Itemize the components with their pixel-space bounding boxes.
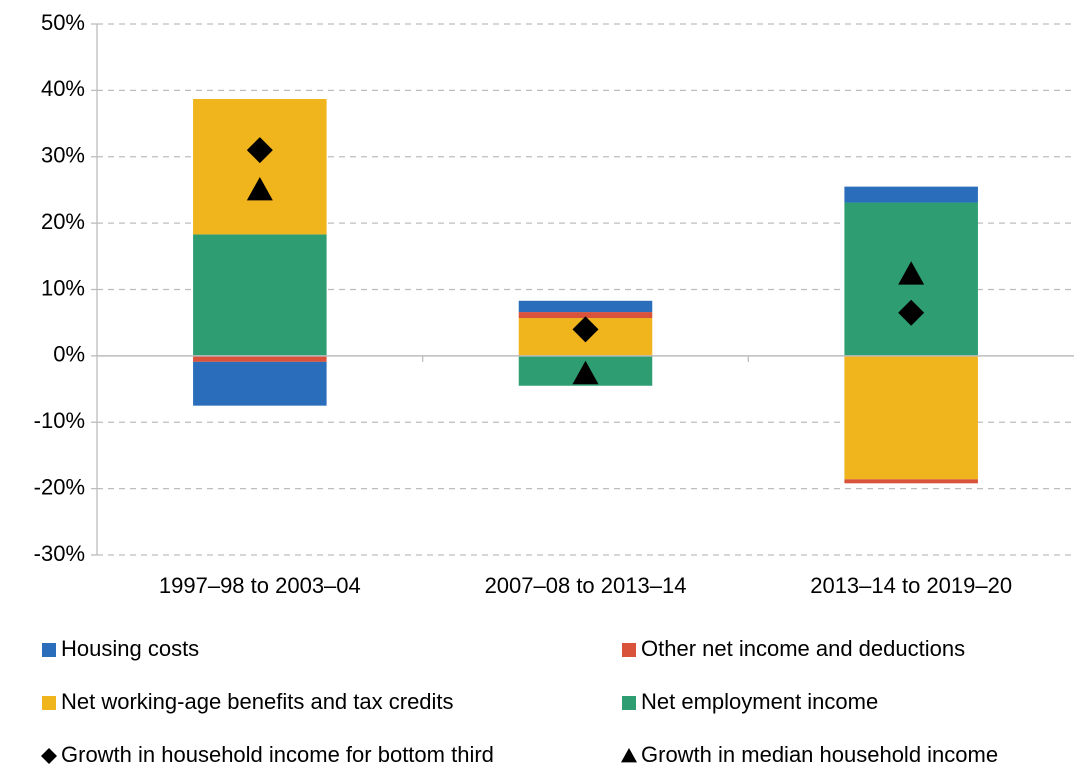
bar-segment [193,355,327,362]
legend-label: Growth in median household income [641,742,998,767]
legend-label: Net working-age benefits and tax credits [61,689,454,714]
point-marker [898,299,925,326]
bar-segment [193,99,327,235]
legend-label: Growth in household income for bottom th… [61,742,494,767]
legend-marker [621,748,637,763]
bar-segment [193,361,327,406]
legend-swatch [622,643,636,657]
point-marker [246,137,273,164]
legend-swatch [622,696,636,710]
legend-swatch [42,643,56,657]
y-tick-label: -20% [34,474,85,499]
bar-segment [518,300,653,313]
x-tick-label: 2007–08 to 2013–14 [485,573,687,598]
legend-label: Other net income and deductions [641,636,965,661]
y-tick-label: 0% [53,342,85,367]
y-tick-label: 50% [41,10,85,35]
y-tick-label: 20% [41,209,85,234]
y-tick-label: 40% [41,76,85,101]
y-tick-label: -10% [34,408,85,433]
legend-marker [41,748,57,764]
x-tick-label: 1997–98 to 2003–04 [159,573,361,598]
bar-segment [844,479,978,484]
bar-segment [844,186,978,203]
legend-label: Housing costs [61,636,199,661]
point-marker [572,360,599,385]
bar-segment [518,312,653,319]
legend-label: Net employment income [641,689,878,714]
point-marker [572,316,599,343]
bar-segment [844,355,978,480]
bar-segment [193,234,327,356]
y-tick-label: 10% [41,275,85,300]
point-marker [898,261,925,285]
y-tick-label: -30% [34,541,85,566]
point-marker [246,176,273,201]
x-tick-label: 2013–14 to 2019–20 [810,573,1012,598]
legend-swatch [42,696,56,710]
y-tick-label: 30% [41,143,85,168]
